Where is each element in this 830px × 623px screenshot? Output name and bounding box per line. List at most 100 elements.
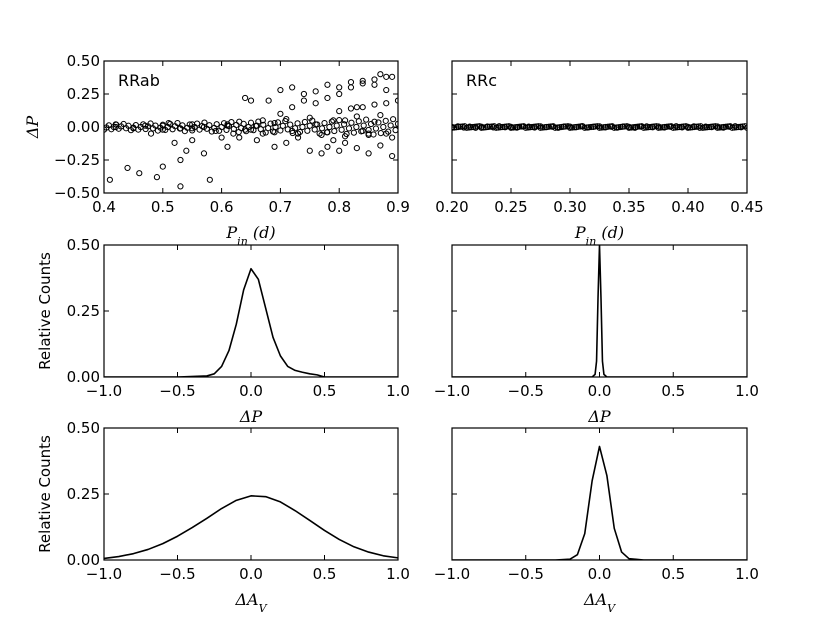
scatter-point (331, 127, 338, 135)
x-tick-label: 0.45 (730, 198, 763, 216)
scatter-point (507, 124, 515, 131)
scatter-point (575, 123, 582, 130)
scatter-point (330, 137, 337, 144)
scatter-point (283, 139, 290, 146)
scatter-point (289, 129, 296, 137)
scatter-point (306, 147, 313, 154)
scatter-point (392, 127, 398, 134)
scatter-point (722, 123, 730, 130)
scatter-point (363, 116, 370, 123)
scatter-point (377, 112, 384, 119)
scatter-point (467, 124, 475, 131)
scatter-point (304, 127, 311, 134)
data-layer (452, 445, 747, 560)
scatter-point (353, 123, 360, 131)
scatter-point (528, 123, 536, 131)
x-tick-label: 0.9 (386, 198, 410, 216)
scatter-point (383, 73, 390, 80)
x-tick-label: 0.4 (92, 198, 116, 216)
scatter-point (598, 124, 605, 131)
scatter-point (230, 130, 237, 137)
scatter-point (271, 119, 278, 127)
scatter-point (136, 170, 143, 177)
scatter-point (336, 147, 343, 154)
scatter-point (259, 117, 266, 124)
y-tick-label: −0.50 (54, 184, 100, 202)
scatter-point (516, 123, 523, 130)
scatter-point (587, 123, 595, 131)
scatter-point (333, 122, 340, 129)
scatter-point (247, 97, 255, 104)
scatter-point (533, 123, 540, 130)
scatter-point (474, 123, 481, 130)
scatter-point (353, 145, 360, 152)
scatter-point (370, 131, 377, 138)
scatter-point (365, 126, 372, 134)
scatter-point (255, 118, 262, 125)
panel-rrab-dp-hist: −1.0 −0.5 0.0 0.5 1.0 0.00 0.25 0.50 ΔP Relative … (36, 236, 410, 426)
scatter-point (253, 137, 260, 144)
scatter-point (206, 176, 213, 183)
scatter-point (708, 123, 715, 130)
y-tick-label: 0.00 (67, 551, 100, 569)
scatter-point (124, 164, 131, 172)
scatter-point (457, 123, 464, 130)
scatter-point (701, 124, 708, 131)
series-line (452, 245, 747, 377)
scatter-point (510, 124, 517, 131)
y-axis-label: ΔP (23, 116, 42, 140)
scatter-point (282, 118, 289, 125)
x-tick-label: 0.35 (612, 198, 645, 216)
scatter-point (600, 124, 607, 131)
scatter-point (617, 123, 624, 131)
scatter-point (581, 124, 588, 131)
scatter-point (321, 119, 328, 127)
scatter-point (389, 134, 396, 141)
scatter-point (640, 124, 647, 131)
x-tick-label: −1.0 (86, 382, 122, 400)
y-tick-label: 0.25 (67, 85, 100, 103)
scatter-point (554, 124, 561, 131)
scatter-point (659, 124, 666, 131)
scatter-point (657, 124, 664, 131)
panel-rrc-dp-hist: −1.0 −0.5 0.0 0.5 1.0 ΔP (434, 244, 759, 426)
scatter-point (206, 122, 213, 129)
scatter-point (488, 123, 496, 130)
scatter-point (382, 117, 389, 124)
scatter-point (678, 123, 685, 130)
scatter-point (312, 88, 319, 95)
scatter-point (480, 124, 487, 131)
scatter-point (674, 124, 681, 131)
scatter-point (159, 121, 166, 128)
scatter-point (684, 124, 692, 131)
scatter-point (371, 101, 378, 108)
x-tick-label: −1.0 (434, 382, 470, 400)
scatter-point (636, 123, 643, 130)
scatter-point (350, 129, 357, 136)
scatter-point (200, 150, 208, 157)
scatter-point (324, 81, 331, 88)
scatter-point (279, 122, 286, 129)
scatter-point (345, 125, 353, 132)
scatter-point (359, 77, 366, 84)
scatter-point (642, 124, 649, 131)
scatter-point (377, 71, 384, 78)
scatter-point (693, 123, 700, 130)
scatter-point (301, 118, 308, 126)
x-axis-label: ΔAV (583, 590, 616, 615)
scatter-point (323, 129, 331, 136)
scatter-point (277, 110, 284, 117)
scatter-point (596, 124, 603, 131)
scatter-point (573, 123, 580, 131)
scatter-point (387, 122, 394, 129)
scatter-point (289, 104, 296, 111)
scatter-point (375, 119, 382, 126)
scatter-point (590, 123, 597, 130)
scatter-point (359, 104, 366, 111)
scatter-point (503, 123, 510, 130)
scatter-point (277, 127, 284, 134)
scatter-point (389, 73, 396, 80)
panel-rrc-scatter: 0.20 0.25 0.30 0.35 0.40 0.45 RRc Pin (d) (435, 60, 764, 248)
scatter-point (324, 94, 331, 102)
